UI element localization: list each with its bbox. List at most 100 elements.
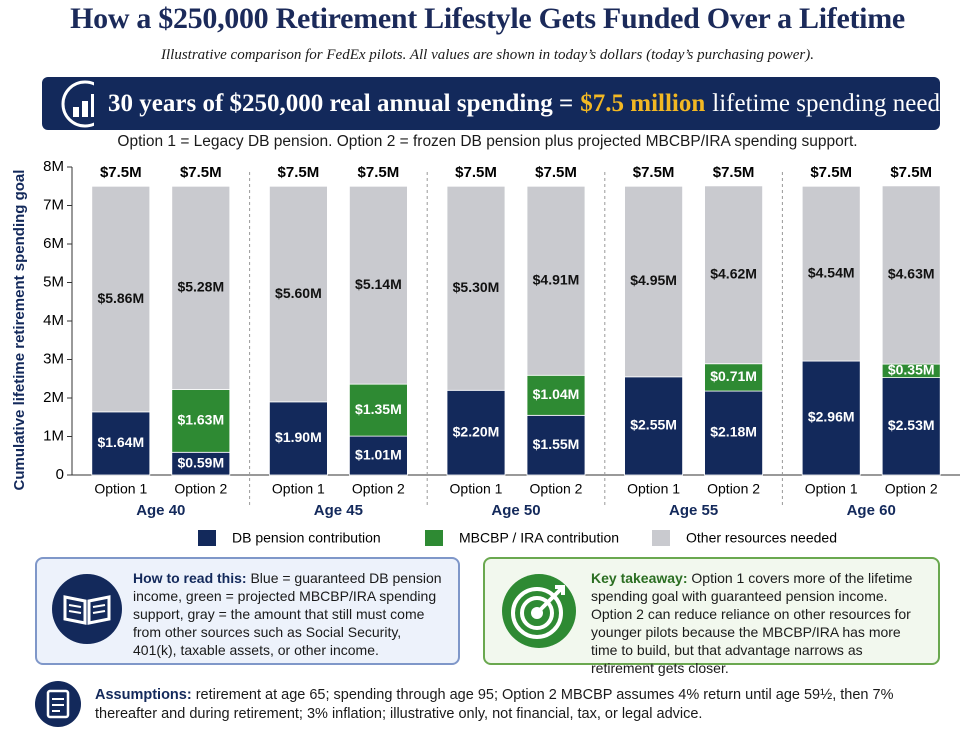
x-tick-label: Option 1 [450, 481, 503, 497]
banner-tail: lifetime spending need [712, 89, 940, 117]
bar-segment [624, 376, 683, 476]
bar-segment [348, 435, 408, 476]
x-tick-label: Option 2 [174, 481, 227, 497]
bar-segment [268, 185, 328, 403]
note: Option 1 = Legacy DB pension. Option 2 =… [117, 133, 858, 150]
takeaway-heading: Key takeaway: [591, 570, 688, 586]
read-body: Blue = guaranteed DB pension income, gre… [133, 570, 442, 658]
bar-segment [624, 185, 683, 378]
value-label: $1.04M [533, 386, 580, 402]
bar-segment [801, 185, 861, 362]
banner: 30 years of $250,000 real annual spendin… [42, 77, 940, 130]
total-label: $7.5M [358, 164, 400, 181]
read-box: How to read this: Blue = guaranteed DB p… [35, 557, 460, 665]
bar-segment [526, 374, 586, 416]
legend-swatch [425, 530, 443, 546]
y-tick-label: 8M [43, 158, 64, 175]
banner-highlight: $7.5 million [580, 89, 706, 117]
value-label: $0.71M [710, 368, 757, 384]
x-tick-label: Option 2 [530, 481, 583, 497]
value-label: $1.35M [355, 401, 402, 417]
value-label: $5.30M [453, 279, 500, 295]
x-tick-label: Option 1 [627, 481, 680, 497]
takeaway-text: Key takeaway: Option 1 covers more of th… [591, 569, 924, 677]
takeaway-body: Option 1 covers more of the lifetime spe… [591, 570, 913, 676]
page-title: How a $250,000 Retirement Lifestyle Gets… [70, 2, 905, 35]
total-label: $7.5M [633, 164, 675, 181]
total-label: $7.5M [713, 164, 755, 181]
value-label: $1.55M [533, 436, 580, 452]
bar-segment [91, 185, 151, 413]
book-icon [52, 574, 122, 644]
value-label: $1.63M [177, 412, 224, 428]
total-label: $7.5M [535, 164, 577, 181]
y-tick-label: 5M [43, 273, 64, 290]
y-tick-label: 3M [43, 350, 64, 367]
legend-label: DB pension contribution [232, 530, 381, 546]
value-label: $1.90M [275, 429, 322, 445]
group-label: Age 60 [847, 502, 896, 519]
legend-label: Other resources needed [686, 530, 837, 546]
total-label: $7.5M [100, 164, 142, 181]
value-label: $2.55M [630, 417, 677, 433]
total-label: $7.5M [810, 164, 852, 181]
value-label: $5.28M [177, 279, 224, 295]
value-label: $4.95M [630, 272, 677, 288]
x-tick-label: Option 2 [707, 481, 760, 497]
value-label: $4.54M [808, 264, 855, 280]
value-label: $0.59M [177, 454, 224, 470]
legend-swatch [652, 530, 670, 546]
y-tick-label: 7M [43, 196, 64, 213]
read-text: How to read this: Blue = guaranteed DB p… [133, 569, 446, 659]
group-label: Age 50 [491, 502, 540, 519]
takeaway-box: Key takeaway: Option 1 covers more of th… [483, 557, 940, 676]
bar-segment [704, 390, 763, 476]
y-axis-title: Cumulative lifetime retirement spending … [11, 170, 28, 491]
total-label: $7.5M [890, 164, 932, 181]
x-tick-label: Option 2 [885, 481, 938, 497]
bar-segment [171, 389, 231, 453]
banner-lead: 30 years of $250,000 real annual spendin… [108, 89, 574, 117]
value-label: $5.86M [97, 290, 144, 306]
value-label: $2.18M [710, 424, 757, 440]
bar-segment [526, 414, 586, 476]
read-heading: How to read this: [133, 570, 247, 586]
value-label: $2.53M [888, 417, 935, 433]
bar-segment [268, 401, 328, 476]
bar-segment [446, 389, 506, 476]
value-label: $2.20M [453, 423, 500, 439]
y-tick-label: 6M [43, 235, 64, 252]
value-label: $4.63M [888, 266, 935, 282]
value-label: $5.60M [275, 285, 322, 301]
x-tick-label: Option 1 [805, 481, 858, 497]
y-tick-label: 2M [43, 389, 64, 406]
x-tick-label: Option 1 [272, 481, 325, 497]
group-label: Age 55 [669, 502, 718, 519]
bar-segment [881, 185, 941, 365]
group-label: Age 45 [314, 502, 363, 519]
bar-segment [348, 185, 408, 385]
target-icon [502, 574, 576, 648]
bar-segment [446, 185, 506, 391]
clipboard-icon [35, 681, 81, 727]
assumptions-body: retirement at age 65; spending through a… [95, 687, 894, 722]
value-label: $4.91M [533, 271, 580, 287]
value-label: $0.35M [888, 362, 935, 378]
bar-segment [881, 377, 941, 476]
value-label: $1.64M [97, 434, 144, 450]
bar-segment [171, 185, 231, 390]
y-tick-label: 4M [43, 312, 64, 329]
total-label: $7.5M [180, 164, 222, 181]
value-label: $1.01M [355, 446, 402, 462]
y-tick-label: 0 [56, 466, 64, 483]
group-label: Age 40 [136, 502, 185, 519]
bar-segment [704, 185, 763, 365]
assumptions-heading: Assumptions: [95, 687, 192, 703]
total-label: $7.5M [278, 164, 320, 181]
bar-segment [526, 185, 586, 376]
total-label: $7.5M [455, 164, 497, 181]
x-tick-label: Option 1 [94, 481, 147, 497]
chart-icon [61, 80, 95, 127]
y-tick-label: 1M [43, 427, 64, 444]
subtitle: Illustrative comparison for FedEx pilots… [160, 47, 815, 63]
